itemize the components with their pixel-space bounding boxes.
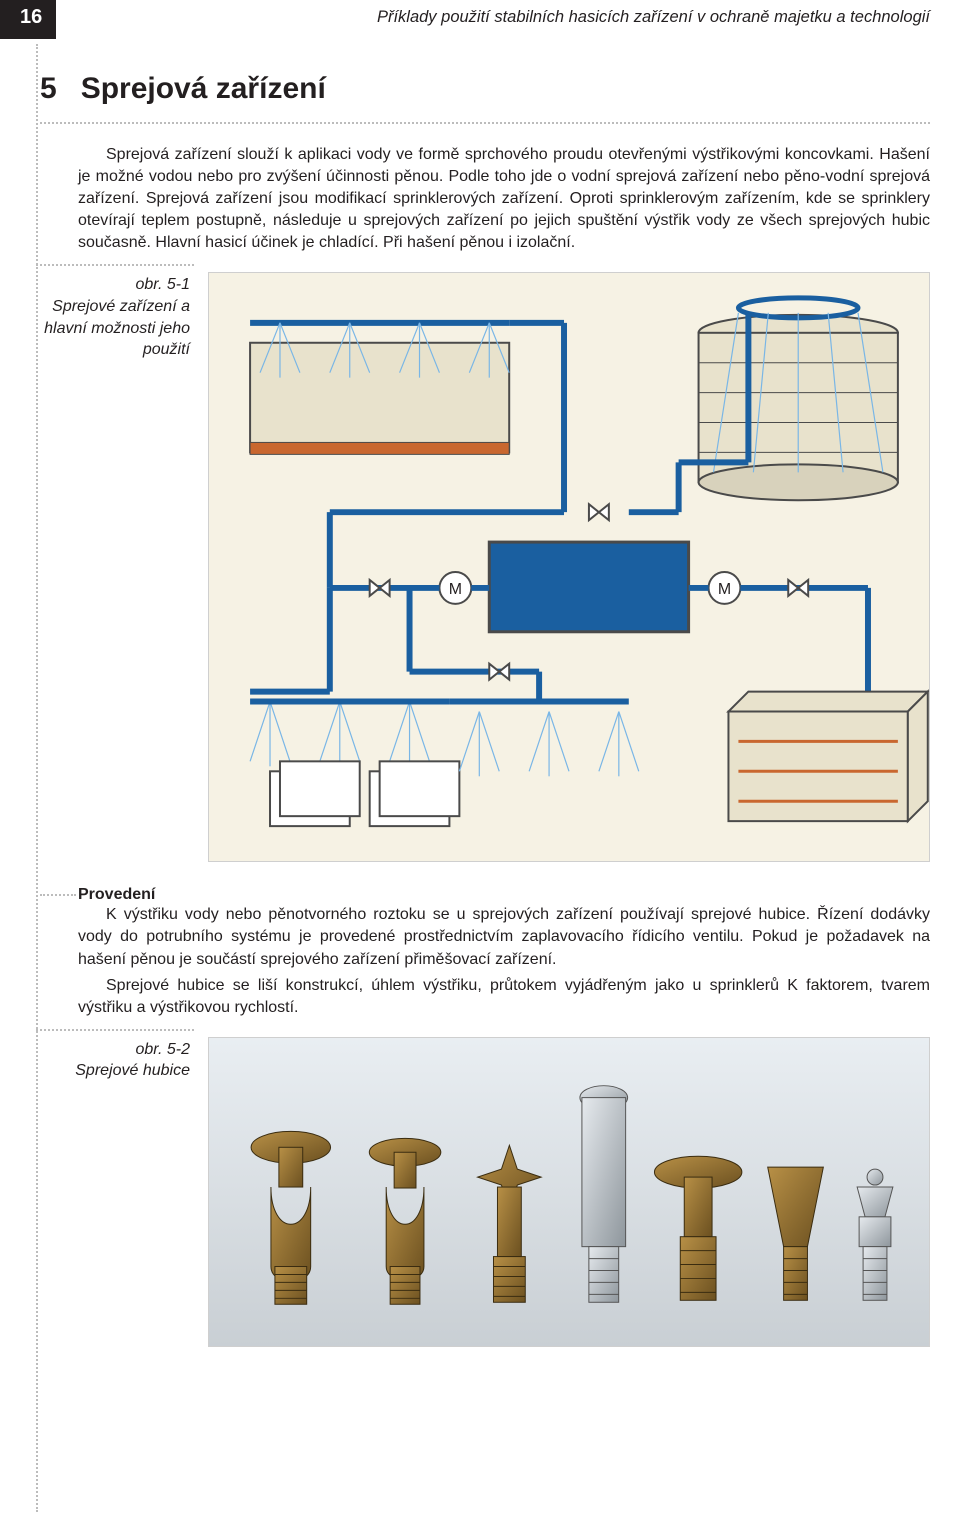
figure-5-1-caption: obr. 5-1 Sprejové zařízení a hlavní možn… bbox=[40, 272, 190, 862]
figure-5-2-caption: obr. 5-2 Sprejové hubice bbox=[40, 1037, 190, 1347]
page-number: 16 bbox=[0, 0, 56, 39]
chapter-heading: 5 Sprejová zařízení bbox=[0, 48, 960, 116]
subsection: Provedení bbox=[0, 862, 960, 904]
figure-5-1-image: M M bbox=[208, 272, 930, 862]
figure-5-2-caption-text: Sprejové hubice bbox=[75, 1062, 190, 1079]
svg-text:M: M bbox=[718, 581, 731, 598]
figure-5-2-image bbox=[208, 1037, 930, 1347]
figure-5-1-label: obr. 5-1 bbox=[135, 276, 190, 293]
figure-5-1-block: obr. 5-1 Sprejové zařízení a hlavní možn… bbox=[0, 258, 960, 862]
svg-text:M: M bbox=[449, 581, 462, 598]
intro-paragraph: Sprejová zařízení slouží k aplikaci vody… bbox=[0, 144, 960, 254]
horizontal-dotted-rule bbox=[40, 122, 930, 124]
running-head: Příklady použití stabilních hasicích zař… bbox=[56, 0, 960, 27]
figure-5-1-caption-text: Sprejové zařízení a hlavní možnosti jeho… bbox=[44, 298, 190, 358]
figure-5-2-block: obr. 5-2 Sprejové hubice bbox=[0, 1023, 960, 1347]
paragraph-3: Sprejové hubice se liší konstrukcí, úhle… bbox=[78, 975, 930, 1019]
figure-5-2-label: obr. 5-2 bbox=[135, 1041, 190, 1058]
chapter-number: 5 bbox=[40, 72, 57, 106]
page-header: 16 Příklady použití stabilních hasicích … bbox=[0, 0, 960, 48]
paragraph-1: Sprejová zařízení slouží k aplikaci vody… bbox=[78, 144, 930, 254]
subsection-body: K výstřiku vody nebo pěnotvorného roztok… bbox=[0, 904, 960, 1018]
paragraph-2: K výstřiku vody nebo pěnotvorného roztok… bbox=[78, 904, 930, 970]
subsection-title: Provedení bbox=[78, 886, 155, 903]
chapter-title: Sprejová zařízení bbox=[81, 72, 326, 106]
dotted-lead-icon bbox=[40, 894, 76, 896]
